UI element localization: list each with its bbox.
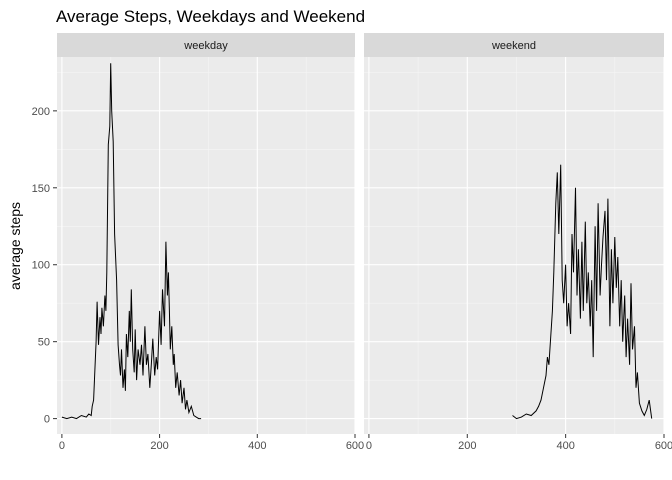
x-axis-ticks: 0 200 400 600 [59,434,364,452]
series-line-weekday [61,63,202,420]
series-line-weekend [512,164,653,420]
strip-background [364,33,664,57]
x-tick-label: 0 [59,440,65,452]
x-tick-label: 400 [556,440,574,452]
strip-background [57,33,355,57]
panel-background [364,57,664,434]
x-axis-ticks: 0 200 400 600 [366,434,672,452]
x-tick-label: 600 [655,440,672,452]
y-tick-label: 0 [44,414,50,426]
x-tick-label: 200 [150,440,168,452]
strip-label-weekend: weekend [491,40,536,52]
x-tick-label: 600 [346,440,364,452]
panel-background [57,57,355,434]
panel-weekend: weekend 0 200 400 600 [364,33,672,452]
panel-weekday: weekday 0 200 400 600 [57,33,364,452]
y-axis-label: average steps [7,202,23,290]
strip-label-weekday: weekday [183,40,228,52]
x-tick-label: 400 [248,440,266,452]
y-tick-label: 50 [38,337,50,349]
gridlines [364,57,665,434]
y-tick-label: 150 [32,183,50,195]
y-axis-ticks: 0 50 100 150 200 [32,106,57,426]
y-tick-label: 200 [32,106,50,118]
x-tick-label: 200 [458,440,476,452]
y-tick-label: 100 [32,260,50,272]
x-tick-label: 0 [366,440,372,452]
chart-title: Average Steps, Weekdays and Weekend [56,7,365,26]
